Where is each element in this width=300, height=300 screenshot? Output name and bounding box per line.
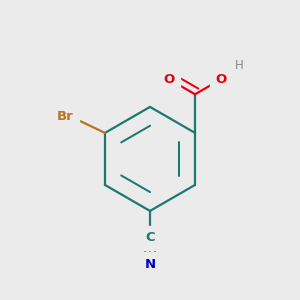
- Text: N: N: [144, 258, 156, 271]
- Text: H: H: [234, 59, 243, 72]
- Text: O: O: [164, 73, 175, 86]
- Text: O: O: [215, 73, 226, 86]
- Text: Br: Br: [57, 110, 74, 123]
- Text: C: C: [145, 231, 155, 244]
